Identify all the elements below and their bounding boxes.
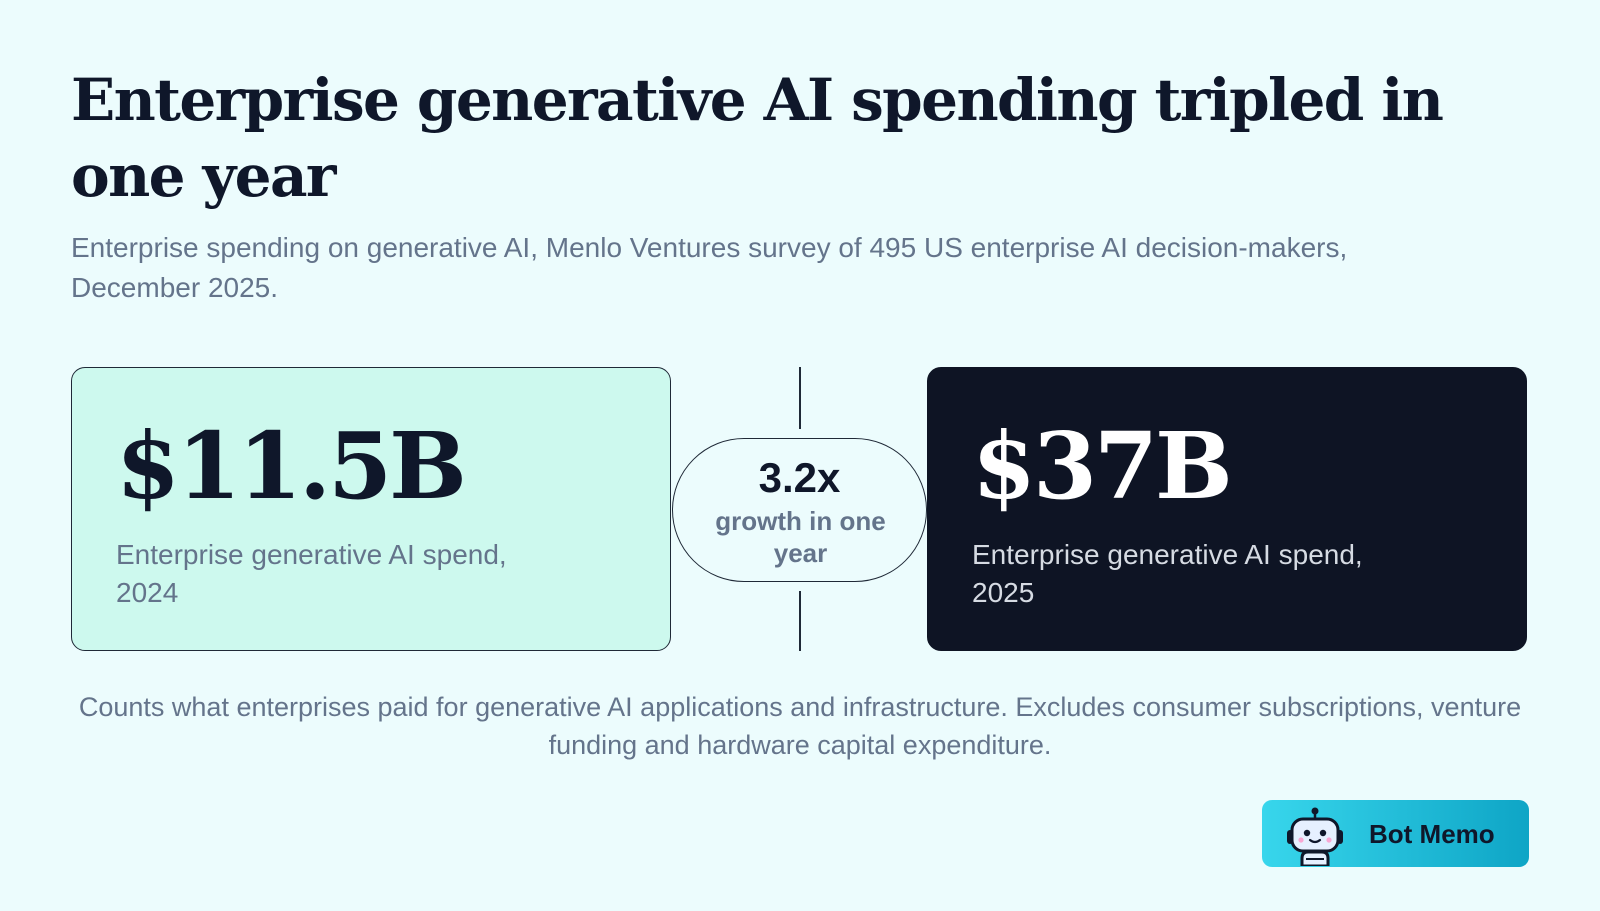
- connector-line-top: [799, 367, 801, 429]
- connector-line-bottom: [799, 591, 801, 651]
- spend-value-2025: $37B: [972, 412, 1233, 520]
- growth-value: 3.2x: [758, 454, 841, 501]
- brand-name: Bot Memo: [1369, 819, 1495, 849]
- robot-icon: [1287, 807, 1343, 866]
- growth-badge: 3.2x growth in one year: [672, 438, 927, 582]
- infographic: Enterprise generative AI spending triple…: [71, 0, 1529, 911]
- spend-label-2024: Enterprise generative AI spend, 2024: [116, 539, 507, 608]
- page-subtitle: Enterprise spending on generative AI, Me…: [71, 232, 1348, 303]
- footnote: Counts what enterprises paid for generat…: [78, 692, 1522, 760]
- spend-label-2025: Enterprise generative AI spend, 2025: [972, 539, 1363, 608]
- page-title: Enterprise generative AI spending triple…: [71, 66, 1444, 210]
- spend-card-2025: $37B Enterprise generative AI spend, 202…: [927, 367, 1527, 651]
- spend-card-2024: $11.5B Enterprise generative AI spend, 2…: [71, 367, 671, 651]
- spend-value-2024: $11.5B: [116, 412, 467, 520]
- brand-badge: Bot Memo: [1262, 800, 1529, 867]
- growth-label: growth in one year: [715, 506, 886, 568]
